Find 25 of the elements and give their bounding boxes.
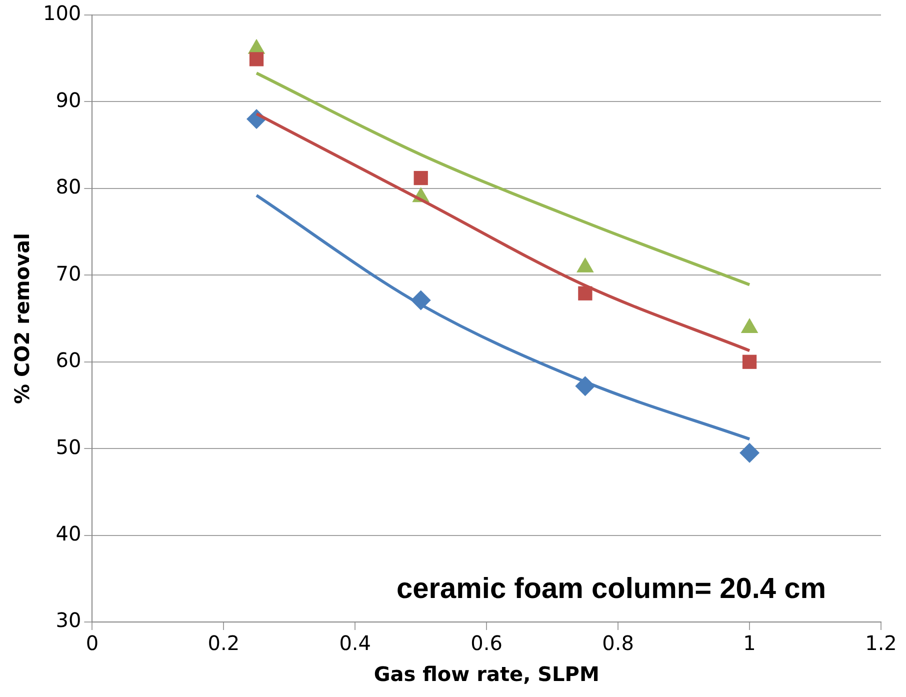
line-series bbox=[255, 194, 752, 441]
line-series bbox=[255, 72, 752, 286]
x-tick-label: 1 bbox=[743, 631, 756, 656]
y-tick-label: 50 bbox=[56, 434, 82, 459]
y-axis-title: % CO2 removal bbox=[10, 233, 34, 404]
x-tick-label: 0.8 bbox=[602, 631, 634, 656]
point bbox=[414, 170, 428, 186]
point bbox=[742, 354, 757, 369]
y-tick-label: 70 bbox=[56, 261, 82, 286]
y-tick-label: 30 bbox=[56, 608, 82, 632]
x-tick-label: 0.6 bbox=[470, 631, 502, 656]
point bbox=[740, 442, 760, 463]
y-tick-label: 80 bbox=[56, 174, 82, 199]
x-axis-title: Gas flow rate, SLPM bbox=[374, 662, 600, 686]
x-tick-label: 1.2 bbox=[865, 631, 897, 656]
x-tick-label: 0.4 bbox=[339, 631, 372, 656]
point bbox=[249, 52, 264, 66]
y-tick-label: 40 bbox=[56, 521, 82, 546]
y-tick-label: 100 bbox=[42, 1, 82, 26]
annotation: ceramic foam column= 20.4 cm bbox=[396, 573, 826, 605]
y-tick-label: 60 bbox=[56, 348, 82, 372]
x-tick-label: 0 bbox=[86, 631, 99, 656]
x-tick-label: 0.2 bbox=[208, 631, 240, 656]
point bbox=[578, 286, 592, 300]
y-tick-label: 90 bbox=[56, 88, 82, 112]
